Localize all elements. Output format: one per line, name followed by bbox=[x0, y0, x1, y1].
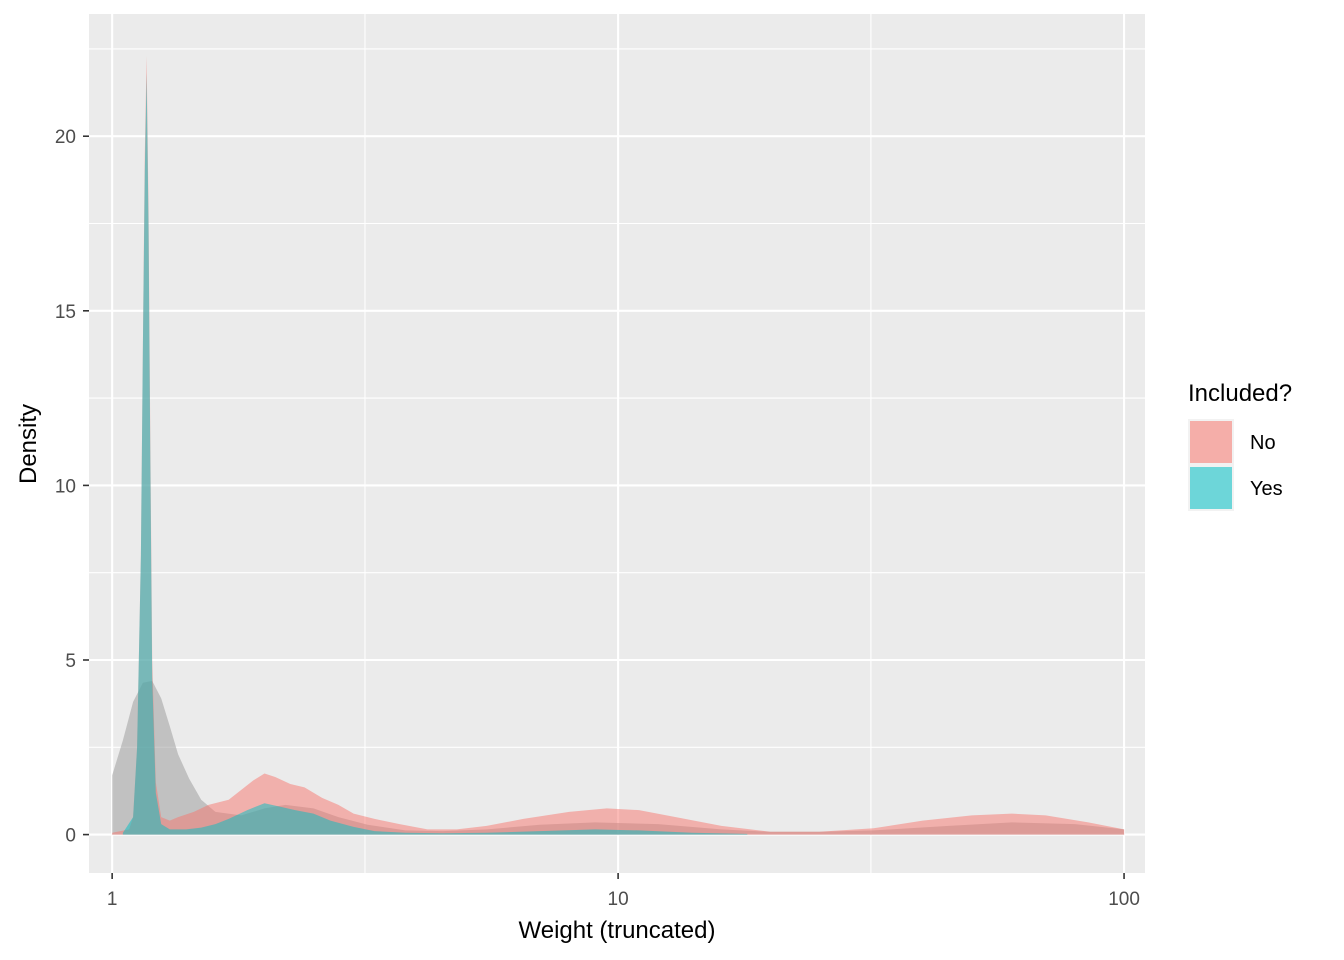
y-tick-label: 15 bbox=[55, 302, 76, 323]
x-axis: 1 10 100 bbox=[107, 873, 1140, 910]
major-gridlines bbox=[89, 14, 1145, 873]
x-tick-label: 1 bbox=[107, 889, 118, 910]
legend-label-yes: Yes bbox=[1250, 478, 1283, 500]
legend-title: Included? bbox=[1188, 380, 1292, 407]
y-tick-label: 10 bbox=[55, 476, 76, 497]
y-tick-label: 5 bbox=[65, 651, 76, 672]
legend: Included? No Yes bbox=[1188, 380, 1292, 511]
x-tick-label: 10 bbox=[608, 889, 629, 910]
legend-label-no: No bbox=[1250, 432, 1276, 454]
minor-gridlines bbox=[89, 14, 1145, 873]
panel-background bbox=[89, 14, 1145, 873]
legend-swatch-no bbox=[1190, 421, 1232, 463]
density-areas bbox=[112, 55, 1125, 835]
y-tick-label: 20 bbox=[55, 127, 76, 148]
y-axis: 0 5 10 15 20 bbox=[55, 127, 89, 847]
x-tick-label: 100 bbox=[1108, 889, 1140, 910]
x-axis-title: Weight (truncated) bbox=[519, 917, 716, 944]
y-tick-label: 0 bbox=[65, 826, 76, 847]
legend-swatch-yes bbox=[1190, 467, 1232, 509]
y-axis-title: Density bbox=[15, 404, 42, 484]
